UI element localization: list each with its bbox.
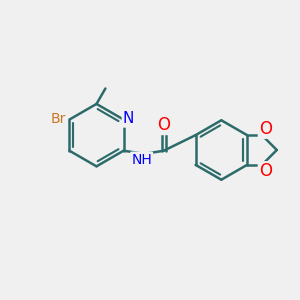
Text: N: N: [123, 111, 134, 126]
Text: O: O: [259, 162, 272, 180]
Text: Br: Br: [50, 112, 66, 126]
Text: O: O: [157, 116, 170, 134]
Text: NH: NH: [131, 153, 152, 167]
Text: O: O: [259, 120, 272, 138]
